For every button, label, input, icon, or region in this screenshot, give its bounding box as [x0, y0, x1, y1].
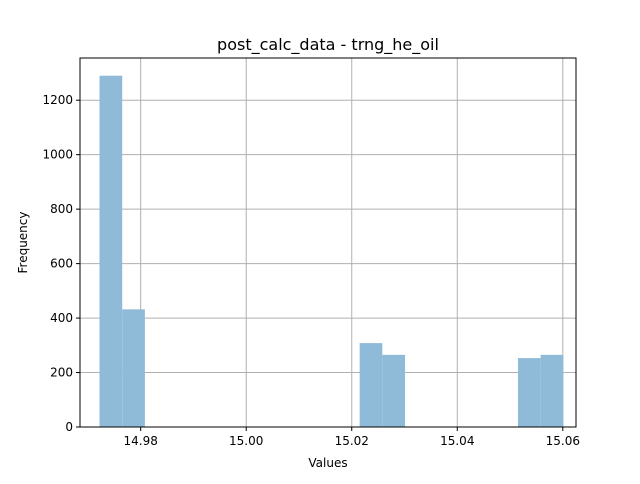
x-tick-label: 15.00 [229, 434, 263, 448]
y-tick-label: 600 [50, 257, 73, 271]
grid-lines [80, 58, 576, 428]
x-tick-label: 15.02 [335, 434, 369, 448]
histogram-bar [122, 309, 145, 427]
y-tick-label: 400 [50, 311, 73, 325]
y-tick-label: 1000 [42, 148, 73, 162]
histogram-bar [359, 343, 383, 427]
histogram-bar [382, 354, 406, 427]
histogram-bar [517, 358, 541, 427]
y-tick-label: 1200 [42, 93, 73, 107]
x-axis-label: Values [308, 456, 347, 470]
y-tick-label: 800 [50, 202, 73, 216]
histogram-bar [99, 75, 123, 427]
x-axis-ticks: 14.98 15.00 15.02 15.04 15.06 [124, 427, 580, 448]
chart-title: post_calc_data - trng_he_oil [217, 35, 439, 55]
plot-frame [79, 57, 577, 428]
x-tick-label: 15.06 [546, 434, 580, 448]
histogram-bar [540, 354, 564, 427]
y-tick-label: 200 [50, 366, 73, 380]
y-axis-ticks: 0 200 400 600 800 1000 1200 [42, 93, 80, 434]
x-tick-label: 15.04 [440, 434, 474, 448]
y-tick-label: 0 [65, 420, 73, 434]
y-axis-label: Frequency [16, 212, 30, 274]
x-tick-label: 14.98 [124, 434, 158, 448]
histogram-bars [99, 75, 564, 427]
